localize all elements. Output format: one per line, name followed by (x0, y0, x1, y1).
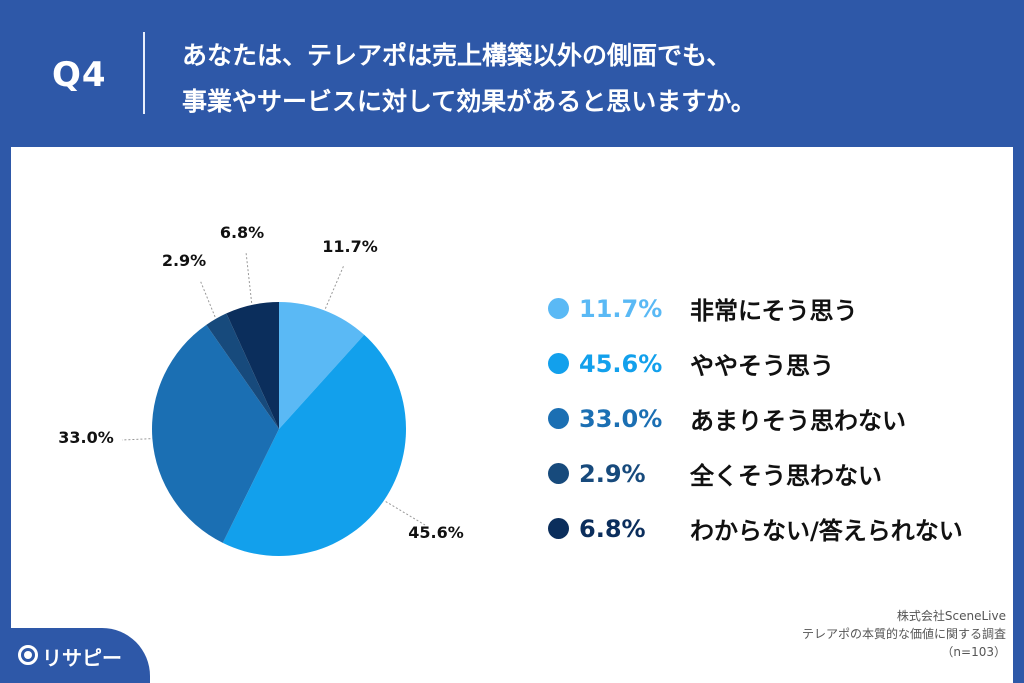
source-sample-size: （n=103） (941, 645, 1006, 659)
legend-swatch (548, 408, 569, 429)
legend-percent: 33.0% (579, 404, 663, 433)
leader-line (121, 438, 151, 441)
pie-slice (279, 302, 365, 429)
header: Q4 あなたは、テレアポは売上構築以外の側面でも、 事業やサービスに対して効果が… (0, 0, 1024, 140)
leader-line (245, 251, 253, 303)
leader-line (199, 279, 216, 318)
brand-mark-icon (18, 645, 38, 665)
legend-item: 45.6% ややそう思う (548, 336, 963, 391)
brand-logo: リサピー (0, 628, 150, 683)
question-title: あなたは、テレアポは売上構築以外の側面でも、 事業やサービスに対して効果があると… (182, 33, 1002, 125)
legend-label: 非常にそう思う (690, 297, 858, 325)
source-note: 株式会社SceneLive テレアポの本質的な価値に関する調査 （n=103） (802, 607, 1006, 661)
data-label: 33.0% (58, 428, 114, 447)
pie-slice (206, 313, 279, 429)
source-survey: テレアポの本質的な価値に関する調査 (801, 627, 1006, 641)
legend-swatch (548, 298, 569, 319)
legend-label: 全くそう思わない (690, 462, 882, 490)
legend-percent: 11.7% (579, 294, 663, 323)
legend-label: ややそう思う (690, 352, 834, 380)
header-divider (143, 32, 145, 114)
legend-item: 6.8% わからない/答えられない (548, 501, 963, 556)
legend-label: わからない/答えられない (690, 517, 963, 545)
brand-name: リサピー (42, 646, 122, 670)
data-label: 11.7% (322, 237, 378, 256)
leader-line (385, 501, 426, 526)
pie-slice (222, 334, 407, 556)
source-company: 株式会社SceneLive (896, 609, 1006, 623)
legend: 11.7% 非常にそう思う 45.6% ややそう思う 33.0% あまりそう思わない 2.9… (548, 281, 963, 556)
title-line-1: あなたは、テレアポは売上構築以外の側面でも、 (182, 41, 732, 70)
title-line-2: 事業やサービスに対して効果があると思いますか。 (182, 87, 756, 116)
pie-slice (226, 302, 279, 429)
legend-percent: 2.9% (579, 459, 646, 488)
legend-item: 33.0% あまりそう思わない (548, 391, 963, 446)
data-label: 45.6% (408, 523, 464, 542)
legend-swatch (548, 518, 569, 539)
legend-swatch (548, 463, 569, 484)
question-label: Q4 (52, 55, 107, 95)
legend-percent: 45.6% (579, 349, 663, 378)
legend-item: 11.7% 非常にそう思う (548, 281, 963, 336)
data-label: 2.9% (162, 251, 206, 270)
legend-item: 2.9% 全くそう思わない (548, 446, 963, 501)
data-label: 6.8% (220, 223, 264, 242)
legend-percent: 6.8% (579, 514, 646, 543)
legend-swatch (548, 353, 569, 374)
pie-slice (152, 324, 279, 543)
legend-label: あまりそう思わない (690, 407, 906, 435)
leader-line (324, 264, 345, 309)
